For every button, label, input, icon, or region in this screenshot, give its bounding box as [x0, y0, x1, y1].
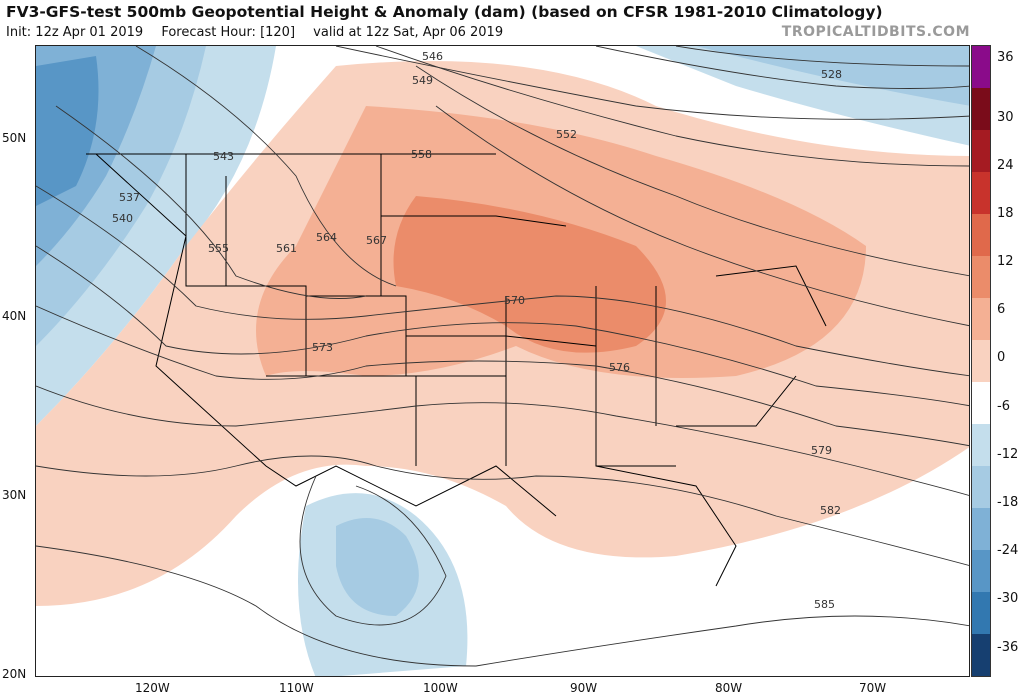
- contour-label: 558: [411, 148, 432, 161]
- scale-label: 6: [997, 302, 1006, 317]
- scale-label: 0: [997, 350, 1006, 365]
- scale-label: 12: [997, 254, 1014, 269]
- contour-label: 540: [112, 212, 133, 225]
- lat-label-30n: 30N: [2, 488, 27, 502]
- contour-label: 573: [312, 341, 333, 354]
- valid-time: valid at 12z Sat, Apr 06 2019: [313, 25, 504, 40]
- contour-label: 570: [504, 294, 525, 307]
- scale-label: 18: [997, 206, 1014, 221]
- scale-label: -30: [997, 591, 1019, 606]
- color-scale-bar: [971, 45, 991, 677]
- scale-label: -6: [997, 399, 1010, 414]
- contour-label: 552: [556, 128, 577, 141]
- lon-label-90w: 90W: [570, 681, 598, 695]
- contour-label: 549: [412, 74, 433, 87]
- map-title: FV3-GFS-test 500mb Geopotential Height &…: [6, 3, 883, 21]
- lon-label-100w: 100W: [423, 681, 458, 695]
- scale-label: -12: [997, 447, 1019, 462]
- anomaly-map: 528 543 546 549 552 555 558 561 564 567 …: [35, 45, 970, 677]
- forecast-hour: Forecast Hour: [120]: [161, 25, 296, 40]
- contour-label: 579: [811, 444, 832, 457]
- scale-label: 24: [997, 158, 1014, 173]
- scale-label: 30: [997, 110, 1014, 125]
- lat-label-20n: 20N: [2, 667, 27, 681]
- contour-label: 528: [821, 68, 842, 81]
- scale-label: -18: [997, 495, 1019, 510]
- contour-label: 555: [208, 242, 229, 255]
- map-subtitle: Init: 12z Apr 01 2019 Forecast Hour: [12…: [6, 25, 517, 40]
- lon-label-80w: 80W: [715, 681, 743, 695]
- scale-label: -36: [997, 640, 1019, 655]
- contour-label: 546: [422, 50, 443, 63]
- lon-label-120w: 120W: [135, 681, 170, 695]
- lon-label-110w: 110W: [279, 681, 314, 695]
- scale-label: -24: [997, 543, 1019, 558]
- map-canvas: 528 543 546 549 552 555 558 561 564 567 …: [36, 46, 969, 676]
- lat-label-40n: 40N: [2, 309, 27, 323]
- init-time: Init: 12z Apr 01 2019: [6, 25, 144, 40]
- contour-label: 582: [820, 504, 841, 517]
- lat-label-50n: 50N: [2, 131, 27, 145]
- lon-label-70w: 70W: [859, 681, 887, 695]
- contour-label: 564: [316, 231, 337, 244]
- contour-label: 576: [609, 361, 630, 374]
- contour-label: 561: [276, 242, 297, 255]
- contour-label: 567: [366, 234, 387, 247]
- scale-label: 36: [997, 50, 1014, 65]
- contour-labels: 528 543 546 549 552 555 558 561 564 567 …: [112, 50, 842, 611]
- site-credit: TROPICALTIDBITS.COM: [781, 24, 970, 40]
- contour-label: 537: [119, 191, 140, 204]
- contour-label: 543: [213, 150, 234, 163]
- contour-label: 585: [814, 598, 835, 611]
